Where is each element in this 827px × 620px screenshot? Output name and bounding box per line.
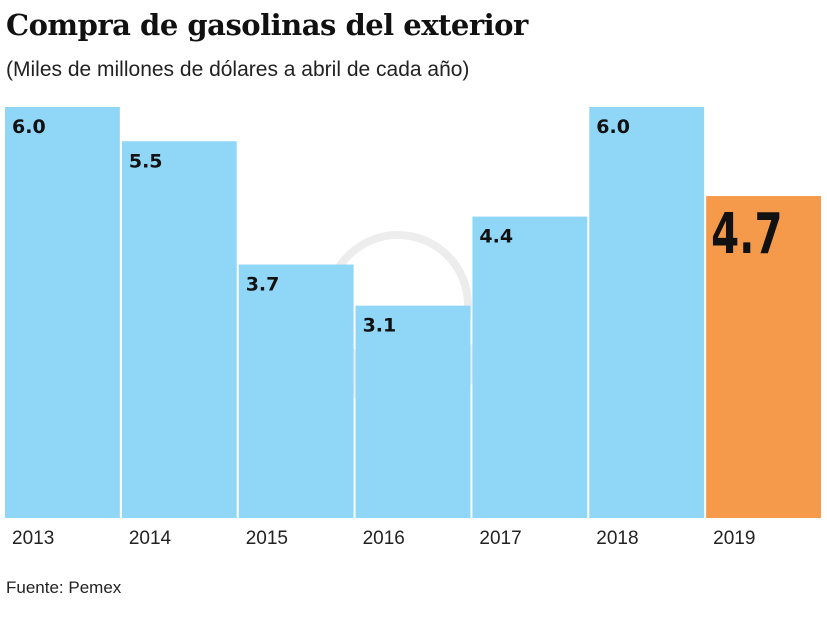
chart-subtitle: (Miles de millones de dólares a abril de… <box>6 58 470 81</box>
x-tick-label: 2018 <box>596 528 638 549</box>
data-label: 5.5 <box>129 150 163 172</box>
bar-2014 <box>121 141 237 518</box>
x-tick-label: 2017 <box>479 528 521 549</box>
source-note: Fuente: Pemex <box>6 578 122 597</box>
x-tick-label: 2014 <box>129 528 172 549</box>
data-label: 6.0 <box>12 116 46 138</box>
bar-2019 <box>706 196 821 519</box>
data-label: 4.4 <box>479 226 513 248</box>
x-tick-label: 2015 <box>246 528 288 549</box>
bar-2013 <box>5 107 120 518</box>
x-tick-label: 2019 <box>713 528 755 549</box>
x-tick-label: 2016 <box>363 528 405 549</box>
data-label: 6.0 <box>596 116 630 138</box>
data-label: 3.7 <box>246 274 280 296</box>
bar-2017 <box>472 216 588 518</box>
data-label: 3.1 <box>363 315 397 337</box>
bar-2016 <box>355 305 471 518</box>
bar-2018 <box>589 107 705 518</box>
data-label: 4.7 <box>711 201 782 266</box>
chart-title: Compra de gasolinas del exterior <box>6 8 528 42</box>
bar-2015 <box>238 264 354 518</box>
x-tick-label: 2013 <box>12 528 54 549</box>
